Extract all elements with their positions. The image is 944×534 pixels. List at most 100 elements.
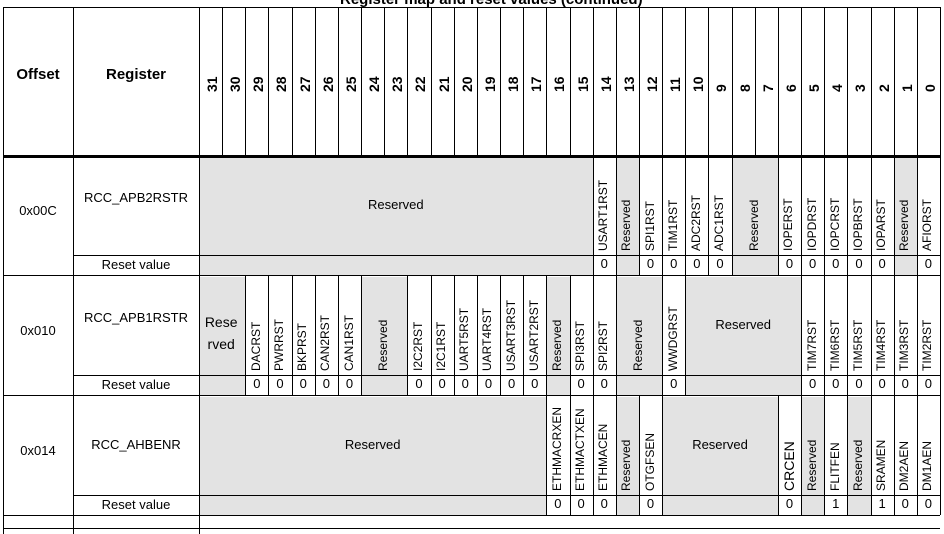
grid-line bbox=[917, 395, 918, 495]
bit-number-label: 31 bbox=[204, 76, 220, 92]
bit-number-label: 3 bbox=[852, 84, 869, 92]
bit-field-name: DM1AEN bbox=[920, 440, 935, 491]
grid-line bbox=[824, 375, 825, 395]
bit-field-name: SPI1RST bbox=[642, 200, 657, 251]
bit-number-label: 23 bbox=[389, 76, 406, 92]
bit-number-label: 0 bbox=[921, 84, 938, 92]
reserved-shade bbox=[200, 397, 547, 515]
grid-line bbox=[361, 7, 362, 155]
bit-field-name: CRCEN bbox=[781, 441, 798, 491]
grid-line bbox=[871, 155, 872, 255]
grid-line bbox=[3, 515, 940, 516]
grid-line bbox=[292, 375, 293, 395]
bit-number-label: 5 bbox=[806, 84, 823, 92]
grid-line bbox=[73, 155, 74, 275]
grid-line bbox=[708, 255, 709, 275]
grid-line bbox=[894, 155, 895, 255]
grid-line bbox=[546, 495, 547, 515]
bit-field-name: USART2RST bbox=[526, 299, 541, 371]
grid-line bbox=[778, 395, 779, 495]
reserved-field: Reserved bbox=[376, 319, 391, 371]
grid-line bbox=[3, 395, 940, 396]
bit-field-name: CAN2RST bbox=[318, 314, 333, 371]
reset-bit-value: 0 bbox=[600, 496, 608, 511]
reserved-field: Reserved bbox=[619, 199, 634, 251]
grid-line bbox=[523, 275, 524, 375]
grid-line bbox=[894, 275, 895, 375]
grid-line bbox=[940, 7, 941, 155]
grid-line bbox=[292, 275, 293, 375]
bit-number-label: 28 bbox=[273, 76, 290, 92]
grid-line bbox=[685, 255, 686, 275]
offset-header: Offset bbox=[16, 66, 60, 83]
grid-line bbox=[847, 275, 848, 375]
grid-line bbox=[477, 7, 478, 155]
grid-line bbox=[824, 275, 825, 375]
bit-field-name: AFIORST bbox=[920, 198, 935, 251]
reset-bit-value: 0 bbox=[901, 376, 909, 391]
grid-line bbox=[847, 255, 848, 275]
grid-line bbox=[917, 375, 918, 395]
bit-field-name: IOPARST bbox=[874, 199, 889, 251]
bit-number-label: 21 bbox=[435, 76, 452, 92]
grid-line bbox=[292, 7, 293, 155]
reset-value-label: Reset value bbox=[101, 497, 171, 512]
grid-line bbox=[546, 395, 547, 495]
reset-bit-value: 0 bbox=[600, 376, 608, 391]
reset-bit-value: 0 bbox=[554, 496, 562, 511]
reset-bit-value: 0 bbox=[322, 376, 330, 391]
grid-line bbox=[338, 275, 339, 375]
bit-field-name: SPI2RST bbox=[596, 320, 611, 371]
grid-line bbox=[3, 275, 940, 276]
grid-line bbox=[570, 375, 571, 395]
grid-line bbox=[570, 495, 571, 515]
bit-number-label: 16 bbox=[551, 76, 568, 92]
grid-line bbox=[477, 275, 478, 375]
bit-field-name: ETHMACRXEN bbox=[549, 406, 564, 491]
reset-bit-value: 0 bbox=[531, 376, 539, 391]
grid-line bbox=[570, 275, 571, 375]
bit-field-name: IOPBRST bbox=[850, 198, 865, 251]
grid-line bbox=[871, 395, 872, 495]
reserved-shade bbox=[686, 277, 802, 395]
bit-field-name: ETHMACEN bbox=[596, 423, 611, 491]
reset-bit-value: 0 bbox=[415, 376, 423, 391]
grid-line bbox=[917, 7, 918, 155]
grid-line bbox=[662, 375, 663, 395]
grid-line bbox=[546, 375, 547, 395]
bit-field-name: FLITFEN bbox=[827, 442, 842, 491]
bit-field-name: UART4RST bbox=[480, 307, 495, 371]
grid-line bbox=[222, 7, 223, 155]
bit-field-name: TIM3RST bbox=[897, 319, 912, 371]
reset-bit-value: 0 bbox=[924, 376, 933, 391]
reserved-field: Reserved bbox=[692, 437, 748, 452]
table-title: Register map and reset values (continued… bbox=[340, 0, 643, 8]
bit-number-label: 22 bbox=[412, 76, 429, 92]
reset-bit-value: 0 bbox=[785, 496, 794, 511]
grid-line bbox=[801, 495, 802, 515]
grid-line bbox=[593, 275, 594, 375]
grid-line bbox=[732, 255, 733, 275]
grid-line bbox=[917, 155, 918, 255]
grid-line bbox=[454, 275, 455, 375]
grid-line bbox=[245, 375, 246, 395]
grid-line bbox=[3, 528, 940, 529]
reset-bit-value: 0 bbox=[832, 376, 840, 391]
reset-bit-value: 0 bbox=[670, 376, 678, 391]
grid-line bbox=[245, 7, 246, 155]
grid-line bbox=[73, 7, 74, 155]
bit-field-name: ETHMACTXEN bbox=[573, 408, 588, 491]
grid-line bbox=[708, 7, 709, 155]
reset-bit-value: 0 bbox=[577, 376, 585, 391]
grid-line bbox=[268, 275, 269, 375]
reserved-field: Rese rved bbox=[204, 314, 238, 352]
reset-bit-value: 0 bbox=[299, 376, 307, 391]
bit-number-label: 17 bbox=[528, 76, 545, 92]
grid-line bbox=[824, 255, 825, 275]
grid-line bbox=[778, 495, 779, 515]
grid-line bbox=[407, 7, 408, 155]
bit-number-label: 18 bbox=[505, 76, 522, 92]
grid-line bbox=[847, 375, 848, 395]
grid-line bbox=[616, 395, 617, 495]
